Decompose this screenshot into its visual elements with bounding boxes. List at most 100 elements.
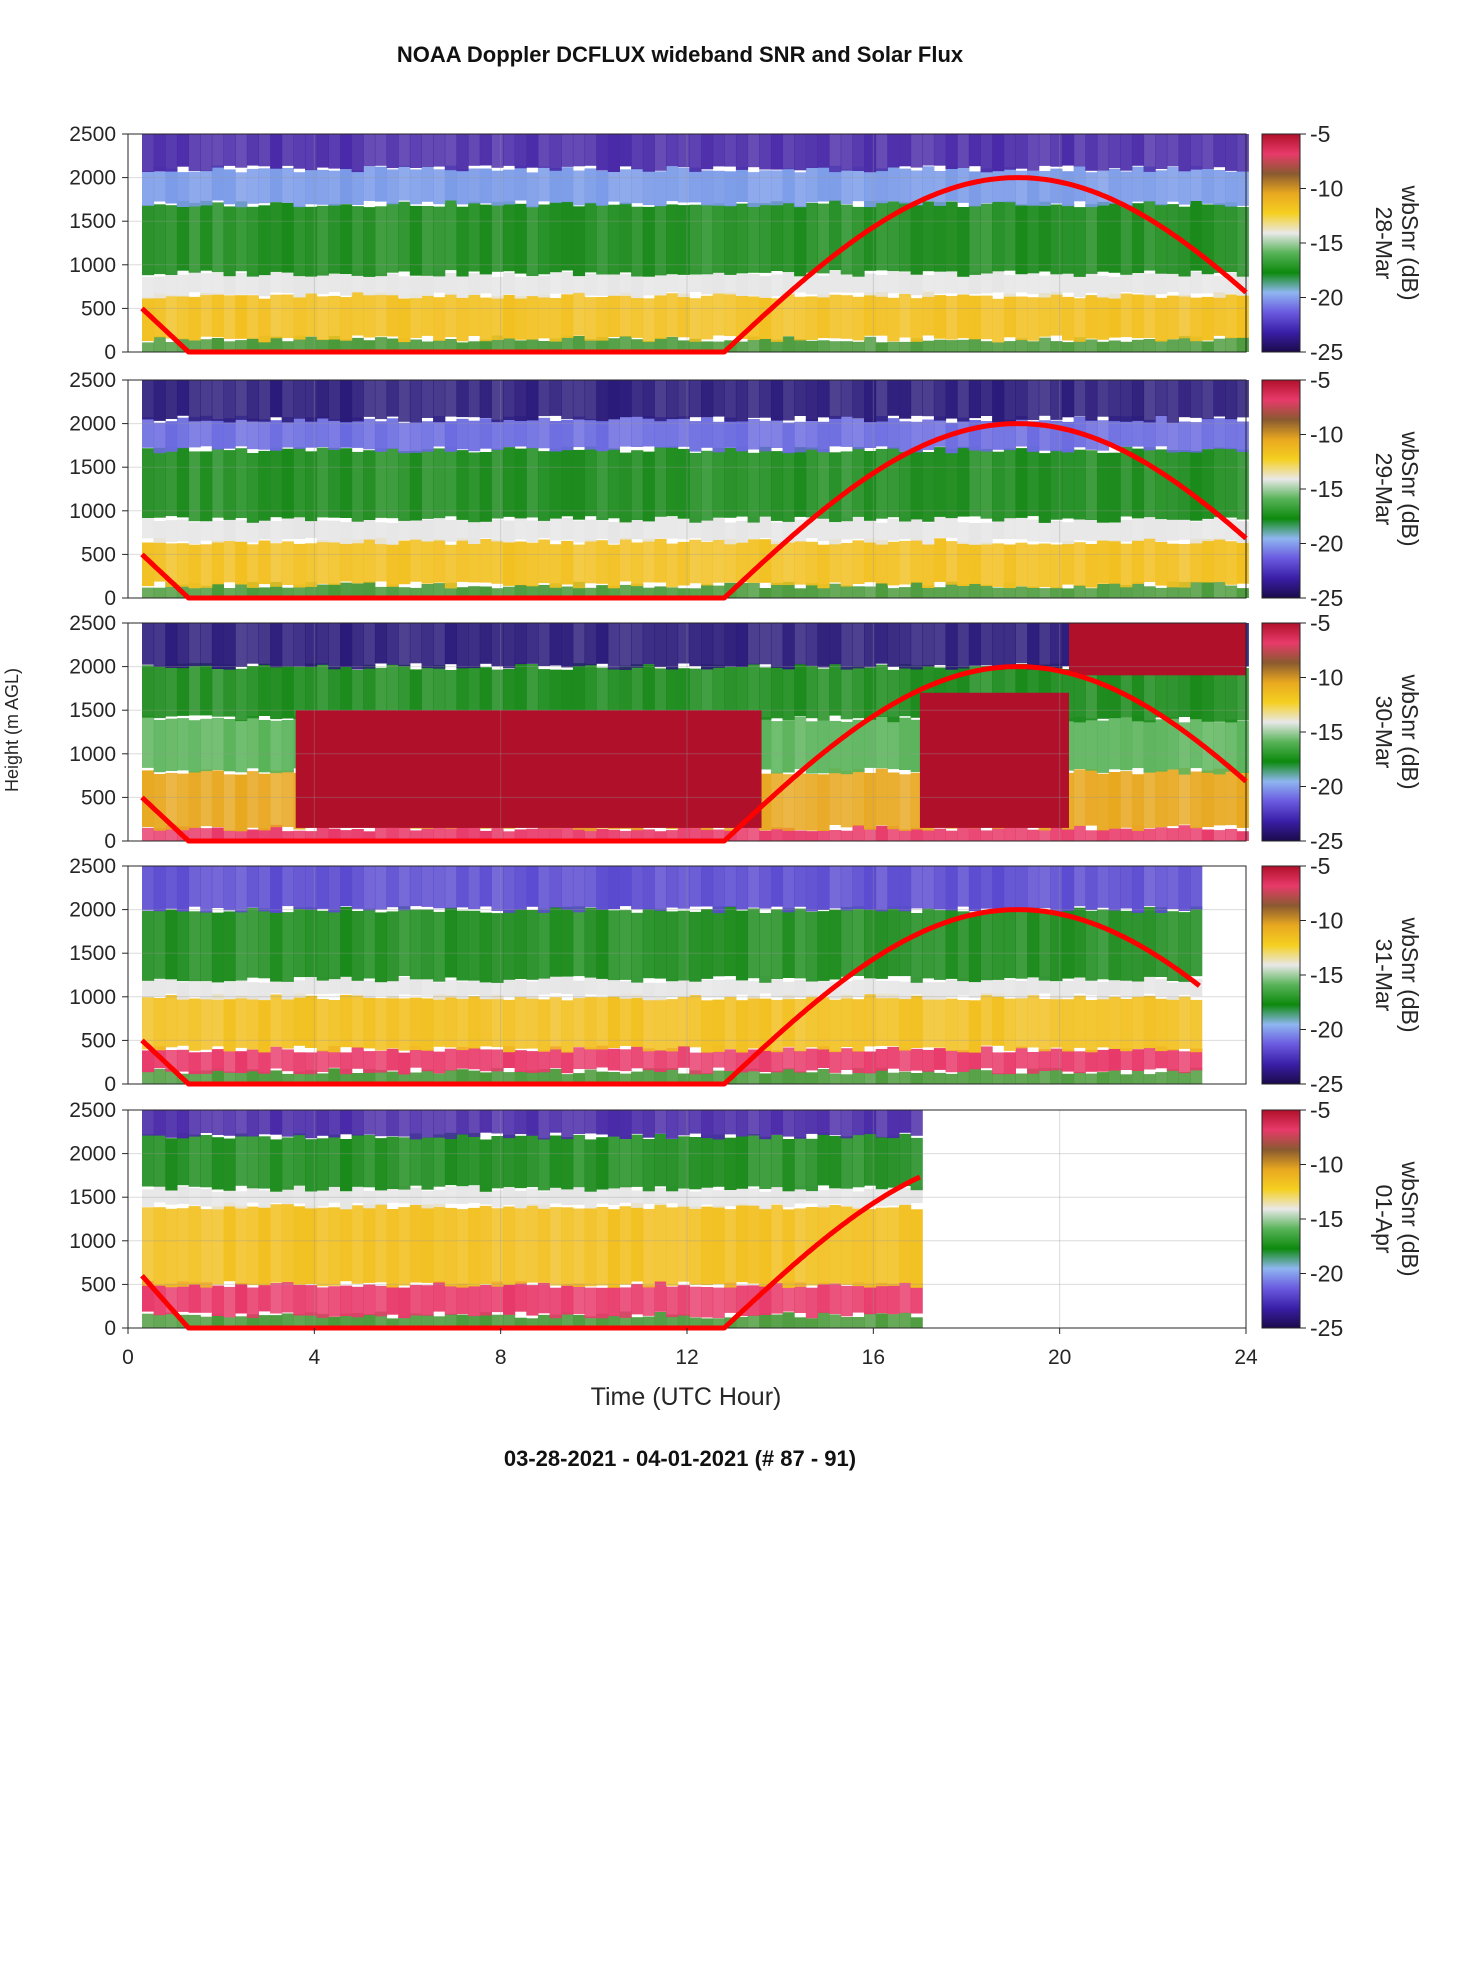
heatmap-cell <box>607 204 620 275</box>
heatmap-cell <box>1236 449 1249 520</box>
heatmap-cell <box>351 1047 364 1069</box>
heatmap-cell <box>933 1048 947 1070</box>
heatmap-cell <box>654 982 667 1001</box>
heatmap-cell <box>246 982 259 1000</box>
heatmap-cell <box>328 828 341 841</box>
heatmap-cell <box>223 999 236 1052</box>
heatmap-cell <box>456 297 469 342</box>
heatmap-cell <box>642 1048 655 1071</box>
heatmap-cell <box>689 911 702 982</box>
heatmap-cell <box>957 584 970 598</box>
heatmap-cell <box>200 1282 213 1313</box>
heatmap-cell <box>1073 134 1086 167</box>
heatmap-cell <box>223 774 236 831</box>
heatmap-cell <box>1027 380 1040 421</box>
heatmap-cell <box>479 830 492 841</box>
heatmap-cell <box>1236 421 1249 452</box>
heatmap-cell <box>1062 908 1075 979</box>
heatmap-cell <box>409 1133 422 1186</box>
heatmap-cell <box>142 205 155 276</box>
y-tick-label: 2500 <box>69 855 116 878</box>
heatmap-cell <box>468 201 481 272</box>
heatmap-cell <box>398 977 411 995</box>
heatmap-cell <box>211 1137 224 1190</box>
heatmap-cell <box>211 1192 224 1210</box>
heatmap-cell <box>840 1285 853 1317</box>
heatmap-cell <box>957 339 970 352</box>
heatmap-cell <box>1201 538 1214 583</box>
heatmap-cell <box>270 994 283 1047</box>
heatmap-cell <box>840 380 853 417</box>
heatmap-cell <box>899 663 912 717</box>
heatmap-cell <box>1108 340 1121 352</box>
heatmap-cell <box>211 520 224 543</box>
heatmap-cell <box>724 1282 737 1313</box>
heatmap-cell <box>479 623 492 664</box>
heatmap-cell <box>910 298 923 342</box>
heatmap-cell <box>572 1073 586 1084</box>
heatmap-cell <box>992 298 1005 343</box>
heatmap-cell <box>957 272 970 295</box>
heatmap-cell <box>223 981 236 1000</box>
heatmap-cell <box>992 201 1005 272</box>
heatmap-cell <box>363 1190 376 1209</box>
heatmap-cell <box>386 1284 399 1315</box>
heatmap-cell <box>887 669 900 723</box>
heatmap-cell <box>270 543 283 587</box>
heatmap-cell <box>246 338 259 352</box>
heatmap-cell <box>200 415 213 447</box>
heatmap-cell <box>468 1207 481 1287</box>
heatmap-cell <box>1027 866 1040 908</box>
heatmap-cell <box>770 134 784 170</box>
heatmap-cell <box>421 540 434 584</box>
heatmap-cell <box>899 1133 912 1187</box>
heatmap-cell <box>1003 274 1016 297</box>
heatmap-cell <box>491 1314 504 1328</box>
heatmap-cell <box>363 380 376 417</box>
heatmap-cell <box>363 1135 376 1188</box>
heatmap-cell <box>1062 171 1075 207</box>
heatmap-cell <box>293 1186 306 1204</box>
heatmap-cell <box>607 585 620 598</box>
heatmap-cell <box>770 1204 784 1284</box>
heatmap-cell <box>165 134 178 172</box>
heatmap-cell <box>246 134 259 166</box>
heatmap-cell <box>293 1206 306 1285</box>
heatmap-cell <box>1085 450 1098 520</box>
heatmap-cell <box>235 828 248 841</box>
heatmap-cell <box>281 168 294 203</box>
heatmap-cell <box>584 273 597 296</box>
heatmap-cell <box>887 271 900 294</box>
heatmap-cell <box>444 520 457 542</box>
heatmap-cell <box>142 417 155 448</box>
heatmap-cell <box>1155 542 1168 586</box>
heatmap-cell <box>887 418 900 449</box>
heatmap-cell <box>374 827 388 841</box>
heatmap-cell <box>281 541 294 585</box>
heatmap-cell <box>165 274 178 297</box>
heatmap-cell <box>1085 204 1098 274</box>
heatmap-cell <box>968 338 981 352</box>
heatmap-cell <box>794 1050 807 1073</box>
heatmap-cell <box>817 866 830 910</box>
heatmap-cell <box>642 1110 655 1138</box>
heatmap-cell <box>1178 912 1191 982</box>
heatmap-cell <box>945 380 958 419</box>
heatmap-cell <box>957 1000 970 1053</box>
heatmap-cell <box>1236 720 1249 773</box>
heatmap-cell <box>770 1110 784 1135</box>
heatmap-cell <box>235 1191 248 1209</box>
heatmap-cell <box>1213 276 1226 298</box>
heatmap-cell <box>363 623 376 669</box>
heatmap-cell <box>712 906 725 977</box>
heatmap-cell <box>258 450 271 521</box>
heatmap-cell <box>258 908 271 979</box>
heatmap-cell <box>1143 200 1156 271</box>
heatmap-cell <box>887 1283 900 1315</box>
heatmap-cell <box>1166 450 1179 520</box>
heatmap-cell <box>864 134 877 173</box>
heatmap-cell <box>875 993 888 1046</box>
heatmap-cell <box>526 585 539 598</box>
heatmap-cell <box>153 1185 166 1203</box>
heatmap-cell <box>537 294 551 339</box>
